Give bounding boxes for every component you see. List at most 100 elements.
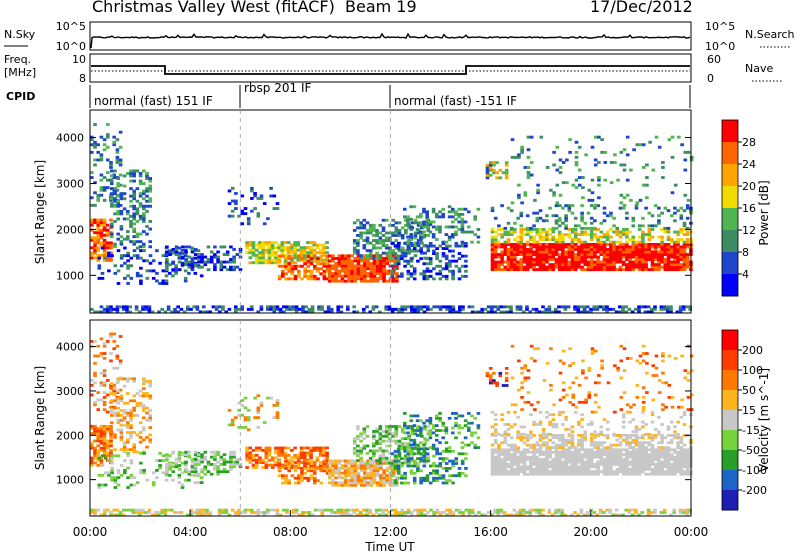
heatmap-cell [129,431,133,434]
heatmap-cell [545,214,549,218]
heatmap-cell [118,145,123,149]
heatmap-cell [577,145,582,149]
heatmap-cell [457,215,461,219]
heatmap-cell [359,447,363,450]
heatmap-cell [682,233,687,236]
heatmap-cell [503,240,508,244]
heatmap-cell [551,472,556,476]
heatmap-cell [384,456,389,460]
heatmap-cell [229,467,233,471]
heatmap-cell [535,458,540,461]
heatmap-cell [125,310,129,314]
heatmap-cell [444,244,449,248]
heatmap-cell [422,225,426,229]
heatmap-cell [457,467,462,470]
heatmap-cell [644,265,648,269]
heatmap-cell [112,340,116,343]
heatmap-cell [209,258,214,261]
heatmap-cell [637,258,642,261]
heatmap-cell [167,473,172,477]
heatmap-cell [451,277,455,281]
heatmap-cell [493,250,498,254]
heatmap-cell [529,173,534,177]
heatmap-cell [142,377,146,381]
heatmap-cell [384,432,389,436]
heatmap-cell [248,251,253,255]
heatmap-cell [190,467,195,471]
heatmap-cell [413,244,418,247]
heatmap-cell [274,461,278,464]
heatmap-cell [660,250,664,254]
heatmap-cell [509,243,514,246]
heatmap-cell [643,305,648,309]
heatmap-cell [197,453,201,457]
heatmap-cell [138,232,143,236]
heatmap-cell [379,277,383,281]
heatmap-cell [490,245,495,249]
heatmap-cell [309,462,314,465]
heatmap-cell [388,223,392,227]
heatmap-cell [423,256,427,260]
heatmap-cell [454,457,459,460]
heatmap-cell [662,305,667,309]
heatmap-cell [190,265,195,269]
heatmap-cell [325,471,330,475]
heatmap-cell [426,234,431,237]
heatmap-cell [93,340,97,343]
heatmap-cell [267,243,272,247]
heatmap-cell [535,448,540,452]
heatmap-cell [151,483,156,487]
heatmap-cell [657,460,661,464]
heatmap-cell [126,438,130,442]
heatmap-cell [294,305,299,309]
heatmap-cell [641,455,645,459]
heatmap-cell [396,254,401,258]
heatmap-cell [372,259,377,263]
heatmap-cell [631,243,636,246]
heatmap-cell [673,230,677,234]
heatmap-cell [266,217,270,221]
heatmap-cell [682,245,687,249]
heatmap-cell [248,256,253,260]
heatmap-cell [96,248,100,252]
heatmap-cell [632,148,636,152]
heatmap-cell [388,249,392,253]
heatmap-cell [293,253,297,257]
heatmap-cell [602,206,607,210]
heatmap-cell [547,310,552,314]
heatmap-cell [100,246,105,250]
heatmap-cell [353,274,358,278]
heatmap-cell [413,305,417,309]
heatmap-cell [340,269,345,273]
heatmap-cell [158,466,162,470]
heatmap-cell [142,379,146,383]
heatmap-cell [316,467,320,470]
heatmap-cell [624,310,628,314]
heatmap-cell [657,265,661,269]
heatmap-cell [177,268,182,272]
heatmap-cell [388,476,393,480]
heatmap-cell [122,174,127,178]
heatmap-cell [379,481,383,485]
heatmap-cell [535,260,540,264]
heatmap-cell [609,214,613,218]
heatmap-cell [412,272,417,276]
heatmap-cell [561,465,565,469]
heatmap-cell [353,277,358,281]
heatmap-cell [343,257,348,260]
heatmap-cell [602,268,607,272]
heatmap-cell [557,260,562,264]
heatmap-cell [99,305,104,309]
heatmap-cell [365,229,370,232]
heatmap-cell [490,307,494,311]
heatmap-cell [347,274,351,278]
heatmap-cell [653,470,658,474]
heatmap-cell [232,450,236,454]
heatmap-cell [451,233,455,236]
heatmap-cell [393,267,398,271]
heatmap-cell [382,259,386,263]
heatmap-cell [621,260,626,264]
colorbar-swatch [722,142,738,165]
heatmap-cell [580,216,584,220]
heatmap-cell [227,189,232,193]
